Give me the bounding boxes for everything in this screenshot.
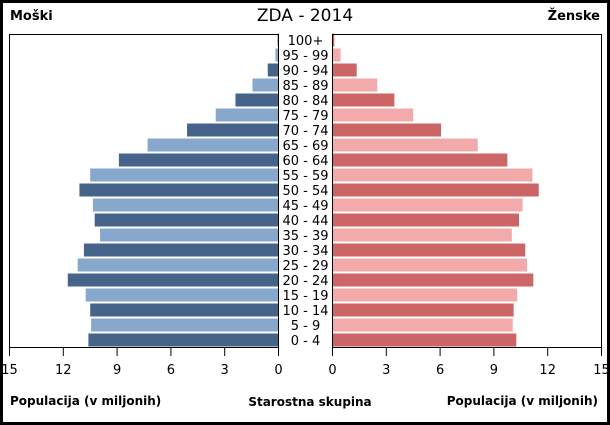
left-x-tick-label: 15	[1, 363, 18, 378]
right-side-label: Ženske	[548, 8, 601, 24]
female-bar-25-29	[332, 258, 528, 272]
female-bar-85-89	[332, 78, 378, 92]
male-bar-85-89	[252, 78, 279, 92]
age-group-label: 50 - 54	[282, 184, 328, 199]
female-bar-0-4	[332, 333, 517, 347]
age-group-label: 10 - 14	[282, 304, 328, 319]
age-group-label: 65 - 69	[282, 139, 328, 154]
age-group-label: 85 - 89	[282, 79, 328, 94]
age-group-label: 40 - 44	[282, 214, 328, 229]
male-bar-75-79	[215, 108, 279, 122]
female-bar-5-9	[332, 318, 513, 332]
male-bar-15-19	[85, 288, 279, 302]
left-x-tick-label: 9	[113, 363, 121, 378]
female-bar-50-54	[332, 183, 539, 197]
age-group-label: 55 - 59	[282, 169, 328, 184]
age-group-label: 70 - 74	[282, 124, 328, 139]
male-bar-70-74	[187, 123, 279, 137]
age-group-label: 80 - 84	[282, 94, 328, 109]
age-group-label: 90 - 94	[282, 64, 328, 79]
right-x-tick-label: 9	[490, 363, 498, 378]
right-x-tick-label: 6	[436, 363, 444, 378]
right-x-tick-label: 12	[539, 363, 556, 378]
male-bar-5-9	[91, 318, 279, 332]
age-group-label: 25 - 29	[282, 259, 328, 274]
male-bar-90-94	[267, 63, 279, 77]
female-bar-35-39	[332, 228, 512, 242]
age-group-label: 20 - 24	[282, 274, 328, 289]
male-bar-50-54	[79, 183, 279, 197]
female-bar-55-59	[332, 168, 533, 182]
right-x-tick-label: 0	[328, 363, 336, 378]
left-x-tick-label: 12	[55, 363, 72, 378]
age-group-label: 35 - 39	[282, 229, 328, 244]
left-plot-frame	[9, 34, 279, 347]
male-bar-0-4	[88, 333, 279, 347]
left-x-tick-label: 3	[221, 363, 229, 378]
male-bar-80-84	[235, 93, 279, 107]
chart-title: ZDA - 2014	[257, 6, 353, 26]
chart-background	[3, 3, 607, 422]
age-group-label: 60 - 64	[282, 154, 328, 169]
left-x-tick-label: 6	[167, 363, 175, 378]
age-group-label: 5 - 9	[291, 319, 321, 334]
male-bar-45-49	[92, 198, 279, 212]
female-bar-80-84	[332, 93, 395, 107]
age-group-label: 0 - 4	[291, 334, 321, 349]
male-bar-95-99	[275, 48, 279, 62]
female-bar-15-19	[332, 288, 518, 302]
male-bar-55-59	[90, 168, 279, 182]
female-bar-70-74	[332, 123, 441, 137]
female-bar-60-64	[332, 153, 508, 167]
male-bar-40-44	[94, 213, 279, 227]
left-x-tick-label: 0	[274, 363, 282, 378]
age-group-label: 95 - 99	[282, 49, 328, 64]
center-axis-title: Starostna skupina	[248, 395, 371, 409]
male-bar-65-69	[147, 138, 279, 152]
male-bar-25-29	[77, 258, 279, 272]
female-bar-10-14	[332, 303, 514, 317]
female-bar-90-94	[332, 63, 357, 77]
right-x-tick-label: 15	[593, 363, 610, 378]
female-bar-40-44	[332, 213, 520, 227]
female-bar-95-99	[332, 48, 341, 62]
left-x-axis-title: Populacija (v miljonih)	[10, 394, 161, 408]
male-bar-35-39	[100, 228, 279, 242]
female-bar-20-24	[332, 273, 534, 287]
right-x-axis-title: Populacija (v miljonih)	[447, 394, 598, 408]
left-side-label: Moški	[10, 9, 53, 24]
male-bar-60-64	[118, 153, 279, 167]
age-group-label: 30 - 34	[282, 244, 328, 259]
age-group-label: 15 - 19	[282, 289, 328, 304]
male-bar-30-34	[83, 243, 279, 257]
female-bar-30-34	[332, 243, 526, 257]
female-bar-100+	[332, 33, 335, 47]
age-group-label: 100+	[288, 34, 324, 49]
female-bar-45-49	[332, 198, 523, 212]
male-bar-20-24	[67, 273, 279, 287]
female-bar-75-79	[332, 108, 414, 122]
male-bar-10-14	[90, 303, 279, 317]
female-bar-65-69	[332, 138, 478, 152]
age-group-label: 75 - 79	[282, 109, 328, 124]
right-x-tick-label: 3	[382, 363, 390, 378]
right-plot-frame	[332, 34, 602, 347]
age-group-label: 45 - 49	[282, 199, 328, 214]
